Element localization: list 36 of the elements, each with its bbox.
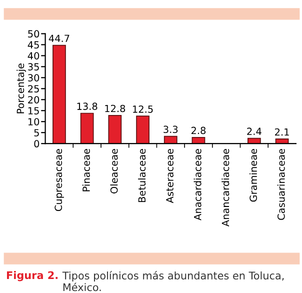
x-tick-label: Pinaceae bbox=[82, 148, 90, 192]
y-tick-label: 30 bbox=[28, 74, 40, 82]
data-label: 2.4 bbox=[247, 128, 262, 135]
y-tick-label: 45 bbox=[28, 41, 39, 49]
x-tick-label: Betulaceae bbox=[138, 148, 146, 202]
x-tick-label: Oleaceae bbox=[110, 148, 118, 194]
y-tick-label: 25 bbox=[28, 85, 39, 92]
x-tick-label: Anacardiaceae bbox=[194, 148, 202, 220]
data-label: 2.8 bbox=[191, 126, 206, 134]
text: Figura 2. bbox=[6, 271, 58, 282]
data-label: 12.5 bbox=[133, 105, 153, 113]
y-tick-label: 40 bbox=[28, 52, 40, 60]
x-tick-label: Asteraceae bbox=[166, 148, 174, 204]
x-tick-label: Anancardiaceae bbox=[222, 148, 230, 227]
y-tick-label: 15 bbox=[28, 107, 39, 114]
text: Tipos polínicos más abundantes en Toluca, México. bbox=[62, 271, 284, 292]
data-label: 3.3 bbox=[164, 126, 178, 134]
y-axis-title: Porcentaje bbox=[16, 64, 26, 114]
data-label: 12.8 bbox=[105, 104, 126, 112]
bar bbox=[80, 112, 94, 144]
y-tick-label: 35 bbox=[28, 63, 39, 70]
y-tick-label: 10 bbox=[28, 118, 40, 126]
x-tick-label: Casuarinaceae bbox=[277, 148, 285, 220]
data-label: 13.8 bbox=[77, 102, 98, 110]
y-tick-label: 50 bbox=[28, 30, 40, 38]
bar bbox=[164, 136, 178, 144]
bar bbox=[52, 44, 66, 144]
y-tick-label: 5 bbox=[34, 129, 39, 136]
bar bbox=[108, 115, 122, 144]
bar bbox=[136, 116, 150, 144]
data-label: 44.7 bbox=[48, 34, 70, 42]
data-label: 2.1 bbox=[275, 128, 289, 136]
y-tick-label: 20 bbox=[28, 96, 40, 104]
y-tick-label: 0 bbox=[34, 140, 40, 148]
x-tick-label: Cupresaceae bbox=[54, 148, 64, 212]
x-tick-label: Gramineae bbox=[249, 148, 258, 202]
